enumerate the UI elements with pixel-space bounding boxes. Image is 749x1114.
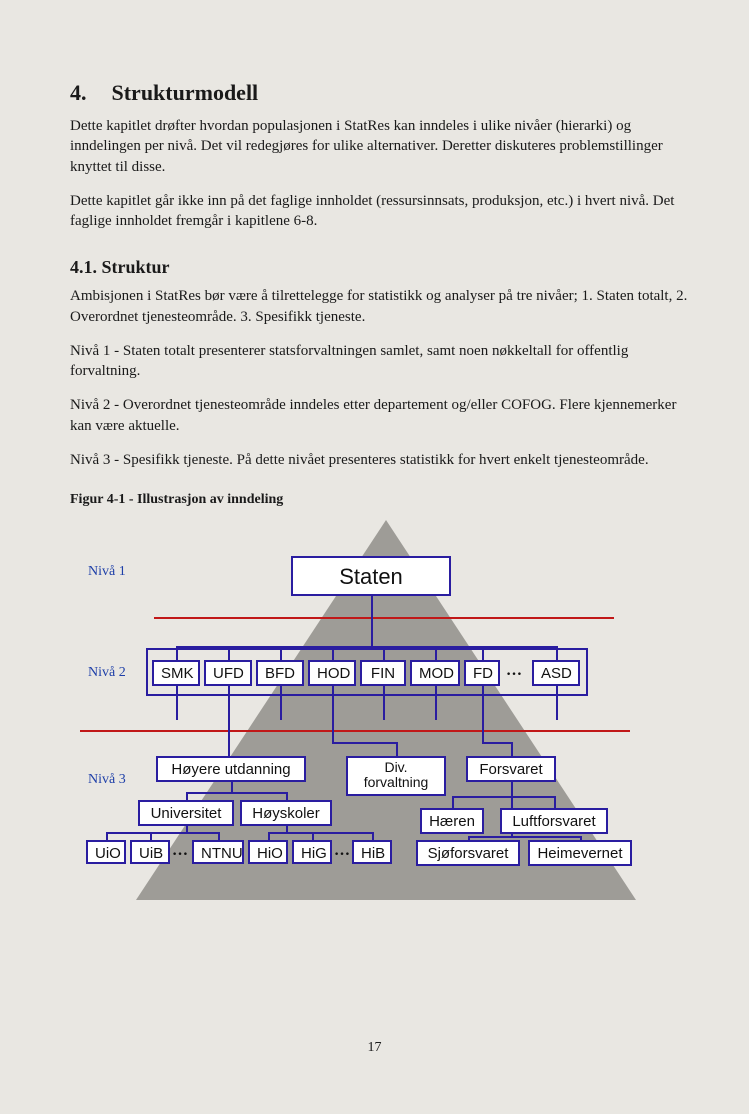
heading-title: Strukturmodell <box>112 80 259 105</box>
para-4: Nivå 1 - Staten totalt presenterer stats… <box>70 341 689 382</box>
heading-main: 4. Strukturmodell <box>70 80 689 106</box>
connector <box>371 596 373 646</box>
connector <box>332 646 334 660</box>
connector <box>280 686 282 720</box>
connector <box>332 720 334 742</box>
connector <box>435 686 437 720</box>
node-haer: Hæren <box>420 808 484 834</box>
node-ntnu: NTNU <box>192 840 244 864</box>
connector <box>452 796 554 798</box>
connector <box>176 686 178 720</box>
separator-line <box>154 617 614 619</box>
node-bfd: BFD <box>256 660 304 686</box>
connector <box>556 686 558 720</box>
connector <box>511 782 513 796</box>
node-hio: HiO <box>248 840 288 864</box>
node-staten: Staten <box>291 556 451 596</box>
node-hut: Høyere utdanning <box>156 756 306 782</box>
node-uio: UiO <box>86 840 126 864</box>
connector <box>554 796 556 808</box>
node-univ: Universitet <box>138 800 234 826</box>
node-hoys: Høyskoler <box>240 800 332 826</box>
connector <box>332 686 334 720</box>
connector <box>228 686 230 720</box>
connector <box>176 646 178 660</box>
page-number: 17 <box>0 1040 749 1056</box>
connector <box>511 742 513 756</box>
node-uib: UiB <box>130 840 170 864</box>
connector <box>312 832 314 840</box>
connector <box>482 720 484 742</box>
heading-num: 4. <box>70 80 106 106</box>
para-2: Dette kapitlet går ikke inn på det fagli… <box>70 191 689 232</box>
connector <box>150 832 152 840</box>
connector <box>106 832 218 834</box>
heading-sub: 4.1. Struktur <box>70 257 689 278</box>
level-label: Nivå 2 <box>88 665 126 681</box>
node-mod: MOD <box>410 660 460 686</box>
connector <box>228 646 230 660</box>
para-6: Nivå 3 - Spesifikk tjeneste. På dette ni… <box>70 450 689 470</box>
connector <box>383 646 385 660</box>
node-ufd: UFD <box>204 660 252 686</box>
node-heim: Heimevernet <box>528 840 632 866</box>
connector <box>468 836 580 838</box>
connector <box>435 646 437 660</box>
connector <box>106 832 108 840</box>
node-sjo: Sjøforsvaret <box>416 840 520 866</box>
connector <box>482 686 484 720</box>
separator-line <box>80 730 630 732</box>
connector <box>556 646 558 660</box>
hierarchy-diagram: Nivå 1 Nivå 2 Nivå 3 Staten SMKUFDBFDHODFINM… <box>76 520 636 910</box>
node-fd: FD <box>464 660 500 686</box>
connector <box>332 742 396 744</box>
figure-caption: Figur 4-1 - Illustrasjon av inndeling <box>70 492 689 508</box>
connector <box>482 742 511 744</box>
connector <box>482 646 484 660</box>
connector <box>218 832 220 840</box>
connector <box>280 646 282 660</box>
node-hib: HiB <box>352 840 392 864</box>
level-label: Nivå 3 <box>88 772 126 788</box>
connector <box>186 792 286 794</box>
connector <box>176 646 556 648</box>
connector <box>268 832 270 840</box>
para-3: Ambisjonen i StatRes bør være å tilrette… <box>70 286 689 327</box>
node-asd: ASD <box>532 660 580 686</box>
para-1: Dette kapitlet drøfter hvordan populasjo… <box>70 116 689 177</box>
connector <box>452 796 454 808</box>
ellipsis: … <box>506 662 522 680</box>
node-fors: Forsvaret <box>466 756 556 782</box>
connector <box>372 832 374 840</box>
para-5: Nivå 2 - Overordnet tjenesteområde innde… <box>70 395 689 436</box>
node-luft: Luftforsvaret <box>500 808 608 834</box>
connector <box>186 792 188 800</box>
node-fin: FIN <box>360 660 406 686</box>
node-smk: SMK <box>152 660 200 686</box>
connector <box>286 792 288 800</box>
connector <box>383 686 385 720</box>
level-label: Nivå 1 <box>88 564 126 580</box>
connector <box>228 720 230 756</box>
connector <box>396 742 398 756</box>
connector <box>268 832 372 834</box>
connector <box>231 782 233 792</box>
ellipsis: … <box>334 842 350 860</box>
node-hig: HiG <box>292 840 332 864</box>
ellipsis: … <box>172 842 188 860</box>
node-divf: Div. forvaltning <box>346 756 446 796</box>
node-hod: HOD <box>308 660 356 686</box>
